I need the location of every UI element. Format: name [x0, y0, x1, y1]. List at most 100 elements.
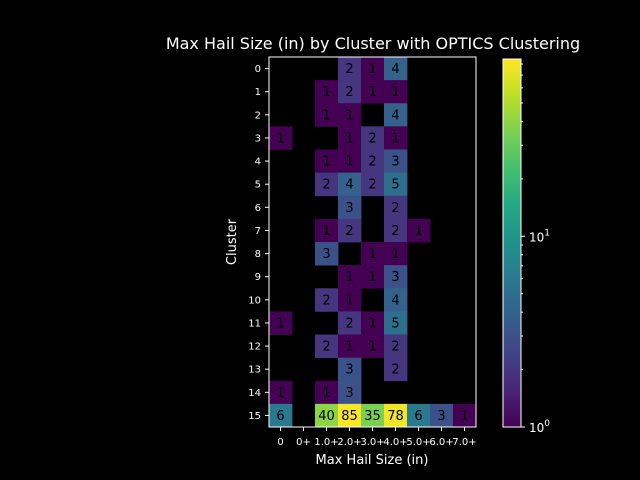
cell-value-label: 1	[368, 340, 376, 355]
cell-value-label: 78	[387, 409, 404, 424]
heatmap-cell	[315, 288, 339, 312]
heatmap-cell	[407, 218, 431, 243]
y-tick-label: 6	[255, 203, 261, 214]
cell-value-label: 1	[345, 270, 353, 285]
cell-value-label: 1	[322, 386, 330, 401]
cell-value-label: 2	[322, 293, 330, 308]
cell-value-label: 1	[345, 293, 353, 308]
heatmap-cell	[384, 265, 408, 289]
heatmap-cell	[315, 172, 339, 197]
x-axis: 0 0+ 1.0+2.0+3.0+4.0+5.0+6.0+7.0+	[277, 427, 477, 448]
colorbar-tick-label: 100	[529, 419, 550, 435]
heatmap-cell	[269, 311, 293, 335]
cell-value-label: 1	[345, 108, 353, 123]
heatmap-cell	[361, 334, 385, 359]
cell-value-label: 1	[345, 340, 353, 355]
y-tick-label: 7	[255, 226, 261, 237]
cell-value-label: 1	[322, 108, 330, 123]
cell-value-label: 2	[368, 178, 376, 193]
heatmap-cell	[384, 80, 408, 104]
heatmap-cell	[269, 403, 293, 428]
heatmap-cell	[315, 242, 339, 266]
x-tick-label: 7.0+	[452, 437, 476, 448]
heatmap-cell	[338, 218, 362, 243]
x-tick-label: 5.0+	[406, 437, 430, 448]
heatmap-cell	[338, 80, 362, 104]
cell-value-label: 5	[391, 178, 399, 193]
heatmap-cell	[315, 218, 339, 243]
heatmap-cell	[338, 172, 362, 197]
heatmap-cell	[361, 242, 385, 266]
cell-value-label: 2	[368, 131, 376, 146]
heatmap-cell	[361, 149, 385, 174]
x-tick-label: 3.0+	[360, 437, 384, 448]
y-tick-label: 0	[255, 64, 261, 75]
heatmap-cell	[361, 265, 385, 289]
cell-value-label: 1	[368, 247, 376, 262]
cell-value-label: 2	[391, 201, 399, 216]
heatmap-cell	[384, 103, 408, 127]
heatmap-cell	[338, 357, 362, 382]
x-axis-label: Max Hail Size (in)	[316, 453, 429, 468]
cell-value-label: 2	[391, 340, 399, 355]
y-tick-label: 4	[255, 157, 261, 168]
heatmap-cell	[361, 311, 385, 335]
heatmap-cell	[384, 403, 408, 428]
heatmap-cell	[338, 265, 362, 289]
cell-value-label: 40	[318, 409, 335, 424]
y-tick-label: 3	[255, 133, 261, 144]
cell-value-label: 4	[391, 293, 399, 308]
y-tick-label: 12	[248, 342, 261, 353]
cell-value-label: 35	[364, 409, 381, 424]
heatmap-cell	[338, 311, 362, 335]
heatmap-cell	[384, 126, 408, 150]
cell-value-label: 1	[345, 131, 353, 146]
cell-value-label: 5	[391, 316, 399, 331]
cell-value-label: 2	[322, 340, 330, 355]
heatmap-cell	[384, 218, 408, 243]
heatmap-cell	[315, 149, 339, 174]
cell-value-label: 1	[391, 247, 399, 262]
x-tick-label: 4.0+	[383, 437, 407, 448]
cell-value-label: 4	[391, 62, 399, 77]
x-tick-label: 0+	[296, 437, 311, 448]
heatmap-cell	[338, 288, 362, 312]
cell-value-label: 2	[391, 224, 399, 239]
cell-value-label: 3	[345, 363, 353, 378]
heatmap-cell	[361, 57, 385, 81]
cell-value-label: 1	[368, 85, 376, 100]
heatmap-cell	[315, 80, 339, 104]
x-tick-label: 1.0+	[314, 437, 338, 448]
cell-value-label: 3	[322, 247, 330, 262]
colorbar-tick-label: 101	[529, 228, 550, 244]
cell-value-label: 2	[345, 85, 353, 100]
cell-value-label: 1	[276, 131, 284, 146]
y-tick-label: 9	[255, 272, 261, 283]
cell-value-label: 2	[345, 316, 353, 331]
cell-value-label: 1	[368, 270, 376, 285]
heatmap-cell	[361, 172, 385, 197]
cell-value-label: 1	[368, 316, 376, 331]
heatmap-cell	[315, 334, 339, 359]
cell-value-label: 1	[391, 131, 399, 146]
cell-value-label: 3	[437, 409, 445, 424]
cell-value-label: 1	[368, 62, 376, 77]
y-tick-label: 15	[248, 411, 261, 422]
heatmap-cell	[430, 403, 454, 428]
x-tick-label: 6.0+	[429, 437, 453, 448]
heatmap-cell	[338, 103, 362, 127]
heatmap-cell	[384, 357, 408, 382]
y-tick-label: 11	[248, 318, 261, 329]
cell-value-label: 1	[276, 386, 284, 401]
cell-value-label: 85	[341, 409, 358, 424]
heatmap-cell	[315, 380, 339, 405]
cell-value-label: 1	[345, 155, 353, 170]
cell-value-label: 1	[391, 85, 399, 100]
heatmap-cell	[338, 57, 362, 81]
cell-value-label: 2	[345, 224, 353, 239]
heatmap-cell	[384, 334, 408, 359]
cell-value-label: 1	[322, 224, 330, 239]
heatmap-cell	[384, 288, 408, 312]
